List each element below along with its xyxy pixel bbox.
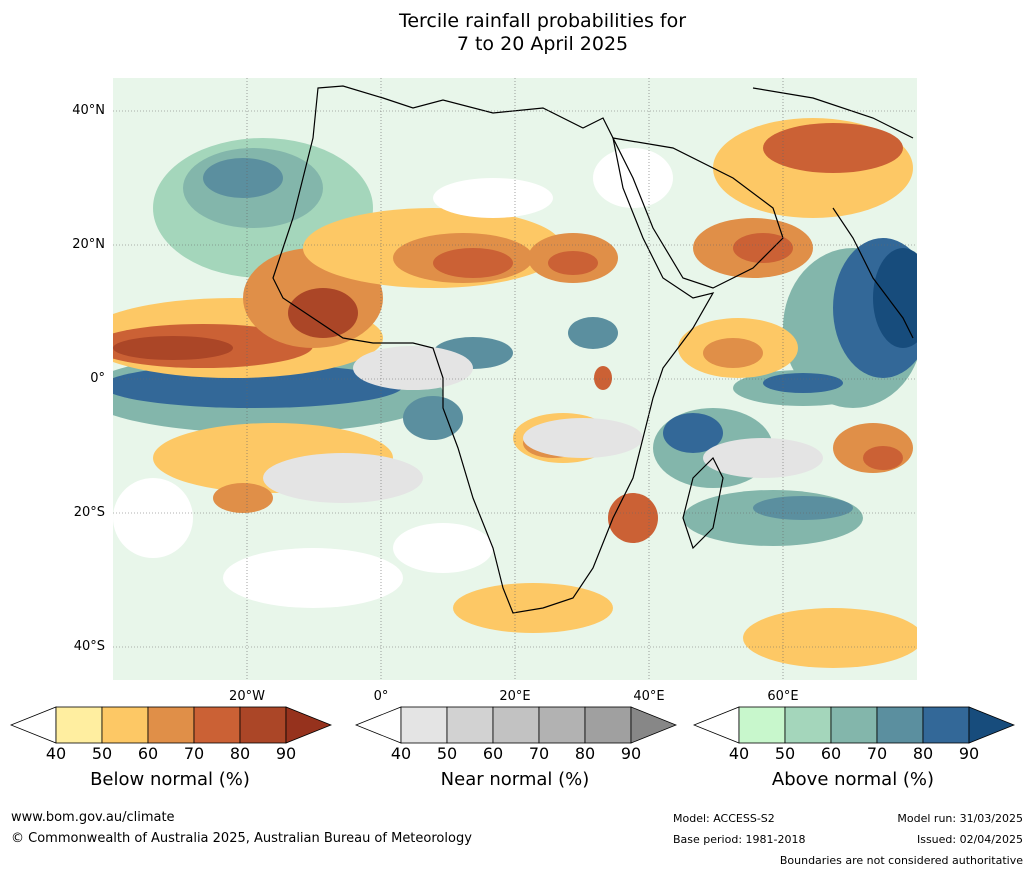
map-title: Tercile rainfall probabilities for 7 to … <box>0 10 1035 56</box>
disclaimer-text: Boundaries are not considered authoritat… <box>779 854 1023 867</box>
colorbar-tick-label: 60 <box>137 744 159 763</box>
colorbar-above-segment <box>830 706 878 744</box>
colorbar-tick-label: 60 <box>482 744 504 763</box>
colorbar-above-segment <box>876 706 924 744</box>
colorbar-tick-label: 50 <box>774 744 796 763</box>
colorbar-near-segment <box>446 706 494 744</box>
colorbar-above-under <box>693 706 740 744</box>
colorbar-tick-label: 70 <box>866 744 888 763</box>
colorbar-near-segment <box>400 706 448 744</box>
colorbar-near-segment <box>584 706 632 744</box>
colorbar-above-title: Above normal (%) <box>771 769 935 790</box>
colorbar-tick-label: 80 <box>574 744 596 763</box>
model-run-text: Model run: 31/03/2025 <box>897 812 1023 825</box>
title-line-2: 7 to 20 April 2025 <box>456 33 629 55</box>
colorbar-near-segment <box>492 706 540 744</box>
colorbar-near-title: Near normal (%) <box>440 769 590 790</box>
colorbar-below-segment <box>101 706 149 744</box>
colorbar-below-under <box>10 706 57 744</box>
base-period-text: Base period: 1981-2018 <box>673 833 806 846</box>
colorbar-tick-label: 60 <box>820 744 842 763</box>
colorbar-above-segment <box>738 706 786 744</box>
lon-label-20e: 20°E <box>499 689 531 704</box>
colorbar-tick-label: 40 <box>728 744 750 763</box>
map-svg <box>113 78 917 680</box>
website-link[interactable]: www.bom.gov.au/climate <box>11 810 175 825</box>
model-text: Model: ACCESS-S2 <box>673 812 775 825</box>
colorbar-below-title: Below normal (%) <box>90 769 250 790</box>
lon-label-0: 0° <box>373 689 389 704</box>
colorbar-above <box>693 706 1015 744</box>
colorbar-below-over <box>285 706 332 744</box>
colorbar-tick-label: 50 <box>91 744 113 763</box>
colorbar-above-over <box>968 706 1015 744</box>
colorbar-near-under <box>355 706 402 744</box>
colorbar-above-segment <box>784 706 832 744</box>
colorbar-tick-label: 90 <box>620 744 642 763</box>
colorbar-tick-label: 70 <box>183 744 205 763</box>
lat-label-20n: 20°N <box>72 237 105 252</box>
colorbar-tick-label: 80 <box>229 744 251 763</box>
colorbar-near-over <box>630 706 677 744</box>
lon-label-60e: 60°E <box>767 689 799 704</box>
colorbar-tick-label: 90 <box>958 744 980 763</box>
lat-label-40s: 40°S <box>73 639 105 654</box>
lat-label-40n: 40°N <box>72 103 105 118</box>
graticule <box>113 78 917 680</box>
lon-label-40e: 40°E <box>633 689 665 704</box>
title-line-1: Tercile rainfall probabilities for <box>398 10 687 32</box>
colorbar-below-segment <box>239 706 287 744</box>
colorbar-tick-label: 50 <box>436 744 458 763</box>
colorbar-below-segment <box>193 706 241 744</box>
colorbar-below-segment <box>147 706 195 744</box>
colorbar-tick-label: 70 <box>528 744 550 763</box>
copyright-text: © Commonwealth of Australia 2025, Austra… <box>11 831 472 846</box>
lat-label-20s: 20°S <box>73 505 105 520</box>
issued-text: Issued: 02/04/2025 <box>916 833 1023 846</box>
colorbar-tick-label: 40 <box>390 744 412 763</box>
colorbar-tick-label: 40 <box>45 744 67 763</box>
colorbar-above-segment <box>922 706 970 744</box>
colorbar-tick-label: 90 <box>275 744 297 763</box>
colorbar-below-segment <box>55 706 103 744</box>
lon-label-20w: 20°W <box>229 689 265 704</box>
colorbar-tick-label: 80 <box>912 744 934 763</box>
colorbar-near-segment <box>538 706 586 744</box>
probability-map <box>113 78 917 680</box>
lat-label-0: 0° <box>90 371 105 386</box>
colorbar-below <box>10 706 332 744</box>
colorbar-near <box>355 706 677 744</box>
